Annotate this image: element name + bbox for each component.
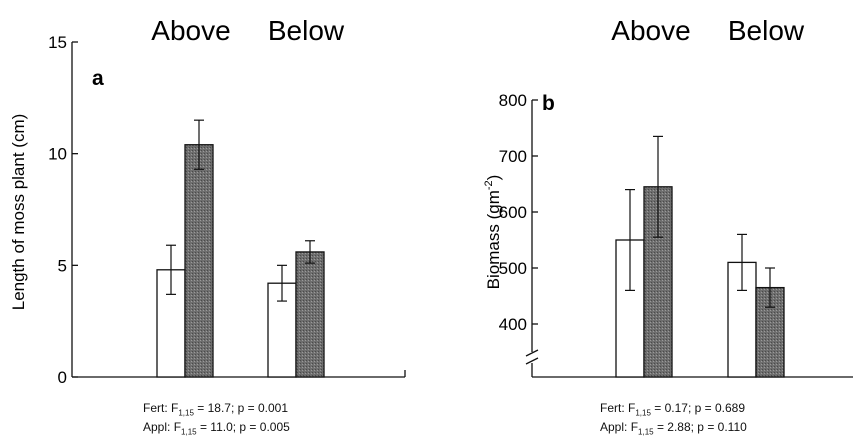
stat-name: Fert — [600, 401, 622, 415]
panel-b: Above Below b Biomass (gm-2) 400 500 600 70… — [483, 15, 853, 378]
panel-b-error-bar-below-series-1 — [737, 233, 747, 291]
panel-b-stats-fert: Fert: F1,15 = 0.17; p = 0.689 — [600, 401, 745, 418]
panel-a: Above Below a Length of moss plant (cm) … — [9, 15, 406, 387]
panel-b-error-bar-above-series-1 — [625, 189, 635, 291]
panel-b-y-tick-label-0: 400 — [499, 315, 527, 334]
panel-a-category-above: Above — [151, 15, 230, 46]
panel-a-y-tick-label-2: 10 — [48, 145, 67, 164]
panel-b-y-tick-label-4: 800 — [499, 91, 527, 110]
panel-a-y-tick-label-0: 0 — [58, 368, 67, 387]
panel-a-bar-above-series-2 — [184, 144, 214, 378]
stat-name: Appl — [600, 420, 625, 435]
panel-a-category-below: Below — [268, 15, 345, 46]
panel-b-bars — [615, 135, 785, 378]
panel-a-stats: Fert: F1,15 = 18.7; p = 0.001 Appl: F1,1… — [143, 401, 290, 440]
panel-a-letter: a — [92, 67, 104, 90]
panel-a-stats-fert: Fert: F1,15 = 18.7; p = 0.001 — [143, 401, 288, 418]
panel-a-bars — [156, 119, 325, 378]
panel-a-y-tick-label-3: 15 — [48, 33, 67, 52]
panel-a-error-bar-above-series-1 — [166, 244, 176, 295]
panel-a-category-labels: Above Below — [151, 15, 345, 46]
panel-b-y-tick-label-1: 500 — [499, 259, 527, 278]
panel-b-category-above: Above — [611, 15, 690, 46]
stat-df: 1,15 — [181, 427, 197, 437]
panel-a-y-ticks: 0 5 10 15 — [48, 33, 78, 387]
stat-name: Fert — [143, 401, 165, 415]
panel-b-y-axis-label: Biomass (gm-2) — [483, 175, 503, 290]
panel-b-axis-break — [525, 349, 539, 365]
stat-result: = 2.88; p = 0.110 — [653, 420, 747, 435]
panel-b-category-below: Below — [728, 15, 805, 46]
panel-b-y-tick-label-3: 700 — [499, 147, 527, 166]
panel-b-stats: Fert: F1,15 = 0.17; p = 0.689 Appl: F1,1… — [600, 401, 747, 440]
stat-result: = 18.7; p = 0.001 — [193, 401, 288, 415]
panel-a-error-bar-below-series-2 — [305, 240, 315, 264]
stat-result: = 0.17; p = 0.689 — [650, 401, 745, 415]
panel-a-bar-below-series-2 — [295, 251, 325, 378]
panel-b-y-axis-label-exponent: -2 — [483, 180, 495, 190]
panel-b-letter: b — [542, 92, 555, 115]
panel-a-error-bar-below-series-1 — [277, 264, 287, 302]
stat-df: 1,15 — [638, 427, 654, 437]
stat-name: Appl — [143, 420, 168, 435]
panel-b-y-tick-label-2: 600 — [499, 203, 527, 222]
panel-b-stats-appl: Appl: F1,15 = 2.88; p = 0.110 — [600, 420, 747, 437]
panel-a-stats-appl: Appl: F1,15 = 11.0; p = 0.005 — [143, 420, 290, 437]
stat-df: 1,15 — [178, 408, 194, 418]
panel-a-y-axis-label: Length of moss plant (cm) — [9, 114, 28, 311]
panel-a-y-tick-label-1: 5 — [58, 256, 67, 275]
panel-b-error-bar-below-series-2 — [765, 267, 775, 308]
panel-b-y-axis-label-text: Biomass (gm — [484, 190, 503, 289]
stat-result: = 11.0; p = 0.005 — [196, 420, 290, 435]
stat-df: 1,15 — [635, 408, 651, 418]
panel-b-y-axis-label-end: ) — [484, 175, 503, 181]
panel-b-category-labels: Above Below — [611, 15, 805, 46]
panel-b-y-ticks: 400 500 600 700 800 — [499, 91, 538, 334]
panel-b-error-bar-above-series-2 — [653, 135, 663, 238]
panel-a-error-bar-above-series-2 — [194, 119, 204, 170]
